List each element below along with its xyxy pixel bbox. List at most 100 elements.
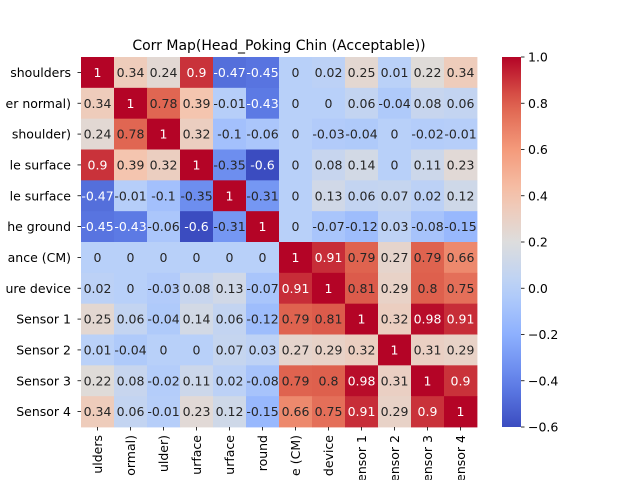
cell-annotation: 0.13 xyxy=(315,188,343,203)
heatmap-cell xyxy=(114,272,148,305)
heatmap-cell xyxy=(147,149,181,181)
heatmap-cell xyxy=(147,118,181,150)
cell-annotation: -0.15 xyxy=(444,219,476,234)
heatmap-cell xyxy=(213,57,247,89)
cell-annotation: 0.34 xyxy=(447,65,475,80)
cell-annotation: 0.06 xyxy=(447,96,475,111)
x-tick-label: urface xyxy=(222,435,237,475)
heatmap-cell xyxy=(180,272,214,305)
heatmap-cell xyxy=(114,365,148,397)
heatmap-cell xyxy=(378,334,412,366)
heatmap-cell xyxy=(378,57,412,89)
cell-annotation: 0.08 xyxy=(414,96,442,111)
cell-annotation: 0.78 xyxy=(117,127,145,142)
heatmap-cell xyxy=(279,211,313,243)
heatmap-cell xyxy=(81,303,115,335)
heatmap-cell xyxy=(312,272,346,305)
x-tick-label: ulders xyxy=(90,435,105,474)
x-tick-label: urface xyxy=(189,435,204,475)
heatmap-cell xyxy=(378,87,412,120)
cell-annotation: 1 xyxy=(358,312,366,327)
heatmap-cell xyxy=(345,396,379,428)
heatmap-cell xyxy=(345,87,379,120)
cell-annotation: 0.79 xyxy=(282,373,310,388)
cell-annotation: 0.08 xyxy=(315,157,343,172)
heatmap-cell xyxy=(345,365,379,397)
cell-annotation: -0.08 xyxy=(246,373,278,388)
heatmap-cell xyxy=(213,365,247,397)
heatmap-cell xyxy=(411,303,445,335)
heatmap-cell xyxy=(279,118,313,150)
heatmap-cell xyxy=(378,242,412,274)
colorbar-tick-label: 0.0 xyxy=(528,281,548,296)
heatmap-cell xyxy=(147,211,181,243)
row-labels: shoulders er normal) shoulder) le surface le… xyxy=(5,65,81,419)
heatmap-cell xyxy=(444,57,478,89)
heatmap-cell xyxy=(378,396,412,428)
heatmap-cell xyxy=(411,334,445,366)
cell-annotation: 0 xyxy=(391,127,399,142)
cell-annotation: 0.24 xyxy=(84,127,112,142)
heatmap-cell xyxy=(444,211,478,243)
cell-annotation: 0.14 xyxy=(348,157,376,172)
cell-annotation: 0.06 xyxy=(117,404,145,419)
heatmap-cell xyxy=(312,334,346,366)
y-tick-label: ance (CM) xyxy=(8,250,71,265)
y-tick-label: Sensor 3 xyxy=(16,373,71,388)
cell-annotation: 0.34 xyxy=(84,404,112,419)
heatmap-cell xyxy=(312,396,346,428)
cell-annotation: -0.02 xyxy=(147,373,179,388)
cell-annotation: 0.02 xyxy=(414,188,442,203)
heatmap-cell xyxy=(279,396,313,428)
heatmap-cell xyxy=(147,180,181,212)
chart-title: Corr Map(Head_Poking Chin (Acceptable)) xyxy=(132,38,425,54)
heatmap-cell xyxy=(114,303,148,335)
x-tick-label: ulder) xyxy=(156,435,171,472)
heatmap-cell xyxy=(345,242,379,274)
cell-annotation: 0.79 xyxy=(282,312,310,327)
cell-annotation: 0.03 xyxy=(249,342,277,357)
cell-annotation: -0.35 xyxy=(213,157,245,172)
cell-annotation: -0.43 xyxy=(114,219,146,234)
cell-annotation: 0.25 xyxy=(84,312,112,327)
cell-annotation: 0.12 xyxy=(216,404,244,419)
cell-annotation: 0.75 xyxy=(315,404,343,419)
heatmap-cell xyxy=(81,87,115,120)
heatmap-cell xyxy=(246,211,280,243)
heatmap-cell xyxy=(180,365,214,397)
cell-annotation: 0.27 xyxy=(282,342,310,357)
cell-annotation: 1 xyxy=(391,342,399,357)
cell-annotation: 0.32 xyxy=(348,342,376,357)
heatmap-cell xyxy=(279,149,313,181)
heatmap-cell xyxy=(213,242,247,274)
heatmap-cell xyxy=(444,118,478,150)
heatmap-cell xyxy=(147,242,181,274)
heatmap-cell xyxy=(180,396,214,428)
cell-annotation: 0.39 xyxy=(117,157,145,172)
heatmap-cell xyxy=(114,149,148,181)
heatmap-cell xyxy=(444,396,478,428)
colorbar-tick-label: 1.0 xyxy=(528,50,548,65)
heatmap-cell xyxy=(345,149,379,181)
heatmap-cell xyxy=(147,365,181,397)
heatmap-cell xyxy=(444,272,478,305)
heatmap-cell xyxy=(81,118,115,150)
heatmap-cell xyxy=(345,211,379,243)
cell-annotation: -0.1 xyxy=(151,188,175,203)
cell-annotation: -0.04 xyxy=(147,312,179,327)
heatmap-cell xyxy=(114,57,148,89)
heatmap-cell xyxy=(114,242,148,274)
heatmap-cell xyxy=(279,242,313,274)
heatmap-cell xyxy=(411,57,445,89)
cell-annotation: 0.9 xyxy=(418,404,438,419)
heatmap-cell xyxy=(378,365,412,397)
heatmap-cell xyxy=(213,334,247,366)
heatmap-cell xyxy=(444,303,478,335)
cell-annotation: 0.75 xyxy=(447,281,475,296)
heatmap-cell xyxy=(411,365,445,397)
cell-annotation: -0.1 xyxy=(217,127,241,142)
cell-annotation: 0 xyxy=(292,188,300,203)
cell-annotation: 0.9 xyxy=(451,373,471,388)
cell-annotation: 0.14 xyxy=(183,312,211,327)
